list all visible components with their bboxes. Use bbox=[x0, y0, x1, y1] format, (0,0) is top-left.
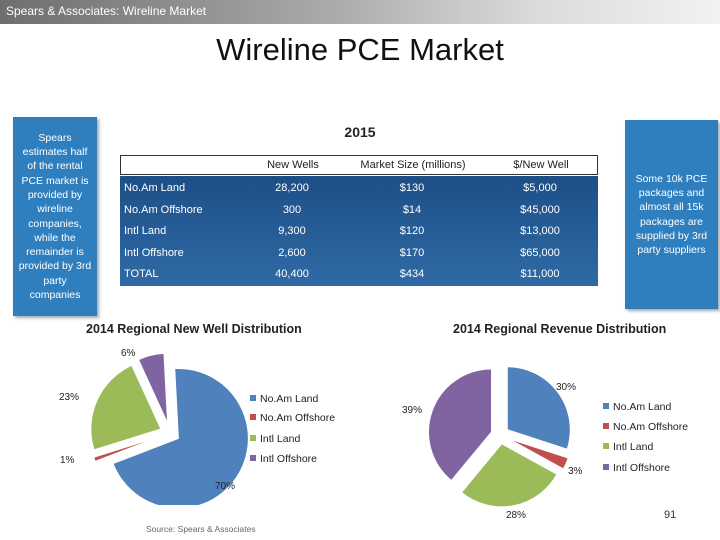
page-number: 91 bbox=[664, 509, 677, 521]
legend-item: Intl Land bbox=[250, 433, 300, 445]
cell-per-new-well: $13,000 bbox=[520, 225, 560, 237]
right-callout-text: Some 10k PCE packages and almost all 15k… bbox=[635, 172, 708, 257]
header-market-size: Market Size (millions) bbox=[360, 159, 466, 171]
pie-label-no-am-offshore: 3% bbox=[568, 466, 583, 477]
legend-item: No.Am Land bbox=[250, 393, 318, 405]
data-table: No.Am Land 28,200 $130 $5,000 No.Am Offs… bbox=[120, 176, 598, 286]
left-callout: Spears estimates half of the rental PCE … bbox=[13, 117, 97, 316]
left-callout-text: Spears estimates half of the rental PCE … bbox=[18, 131, 92, 301]
pie-slice-no-am-offshore bbox=[93, 435, 161, 463]
legend-swatch bbox=[603, 403, 609, 409]
legend-swatch bbox=[250, 414, 256, 420]
chart-title-new-well: 2014 Regional New Well Distribution bbox=[86, 322, 302, 336]
row-label: No.Am Offshore bbox=[124, 204, 203, 216]
pie-label-intl-offshore: 6% bbox=[121, 348, 136, 359]
legend-swatch bbox=[603, 423, 609, 429]
pie-slice-no-am-land bbox=[112, 368, 249, 505]
pie-slice-intl-offshore bbox=[137, 352, 169, 424]
pie-slice-intl-offshore bbox=[428, 368, 493, 482]
legend-swatch bbox=[250, 455, 256, 461]
row-label: No.Am Land bbox=[124, 182, 186, 194]
pie-label-intl-land: 28% bbox=[506, 510, 527, 521]
cell-new-wells: 2,600 bbox=[278, 247, 306, 259]
cell-per-new-well: $65,000 bbox=[520, 247, 560, 259]
row-label: Intl Offshore bbox=[124, 247, 184, 259]
cell-new-wells: 9,300 bbox=[278, 225, 306, 237]
pie-slice-no-am-land bbox=[506, 366, 571, 450]
table-header: New Wells Market Size (millions) $/New W… bbox=[120, 155, 598, 175]
cell-market-size: $14 bbox=[402, 204, 422, 216]
cell-new-wells: 40,400 bbox=[275, 268, 309, 280]
legend-item: Intl Land bbox=[603, 441, 653, 453]
legend-swatch bbox=[603, 443, 609, 449]
legend-swatch bbox=[603, 464, 609, 470]
slide-title: Wireline PCE Market bbox=[216, 32, 504, 67]
row-label: Intl Land bbox=[124, 225, 167, 237]
cell-market-size: $120 bbox=[399, 225, 425, 237]
pie-label-intl-land: 23% bbox=[59, 392, 80, 403]
pie-label-no-am-land: 70% bbox=[215, 481, 236, 492]
cell-per-new-well: $5,000 bbox=[523, 182, 557, 194]
legend-item: Intl Offshore bbox=[250, 453, 317, 465]
source-note: Source: Spears & Associates bbox=[146, 524, 256, 534]
legend-swatch bbox=[250, 395, 256, 401]
table-title: 2015 bbox=[344, 124, 376, 140]
header-per-new-well: $/New Well bbox=[513, 159, 569, 171]
cell-per-new-well: $11,000 bbox=[520, 268, 560, 280]
cell-market-size: $170 bbox=[399, 247, 425, 259]
cell-new-wells: 300 bbox=[282, 204, 302, 216]
header-new-wells: New Wells bbox=[267, 159, 319, 171]
legend-item: No.Am Land bbox=[603, 401, 671, 413]
revenue-pie-chart bbox=[428, 366, 571, 508]
title-bar-text: Spears & Associates: Wireline Market bbox=[6, 4, 207, 18]
row-label: TOTAL bbox=[124, 268, 159, 280]
right-callout: Some 10k PCE packages and almost all 15k… bbox=[625, 120, 718, 309]
pie-slice-intl-land bbox=[460, 443, 558, 508]
pie-slice-no-am-offshore bbox=[508, 438, 569, 470]
cell-market-size: $434 bbox=[399, 268, 425, 280]
legend-item: No.Am Offshore bbox=[250, 412, 335, 424]
title-bar: Spears & Associates: Wireline Market bbox=[0, 0, 720, 24]
chart-title-revenue: 2014 Regional Revenue Distribution bbox=[453, 322, 667, 336]
pie-label-no-am-offshore: 1% bbox=[60, 455, 75, 466]
new-well-pie-chart bbox=[90, 352, 249, 505]
pie-slice-intl-land bbox=[90, 364, 162, 451]
legend-item: No.Am Offshore bbox=[603, 421, 688, 433]
pie-label-no-am-land: 30% bbox=[556, 382, 577, 393]
pie-label-intl-offshore: 39% bbox=[402, 405, 423, 416]
cell-new-wells: 28,200 bbox=[275, 182, 309, 194]
legend-item: Intl Offshore bbox=[603, 462, 670, 474]
cell-per-new-well: $45,000 bbox=[520, 204, 560, 216]
cell-market-size: $130 bbox=[399, 182, 425, 194]
legend-swatch bbox=[250, 435, 256, 441]
